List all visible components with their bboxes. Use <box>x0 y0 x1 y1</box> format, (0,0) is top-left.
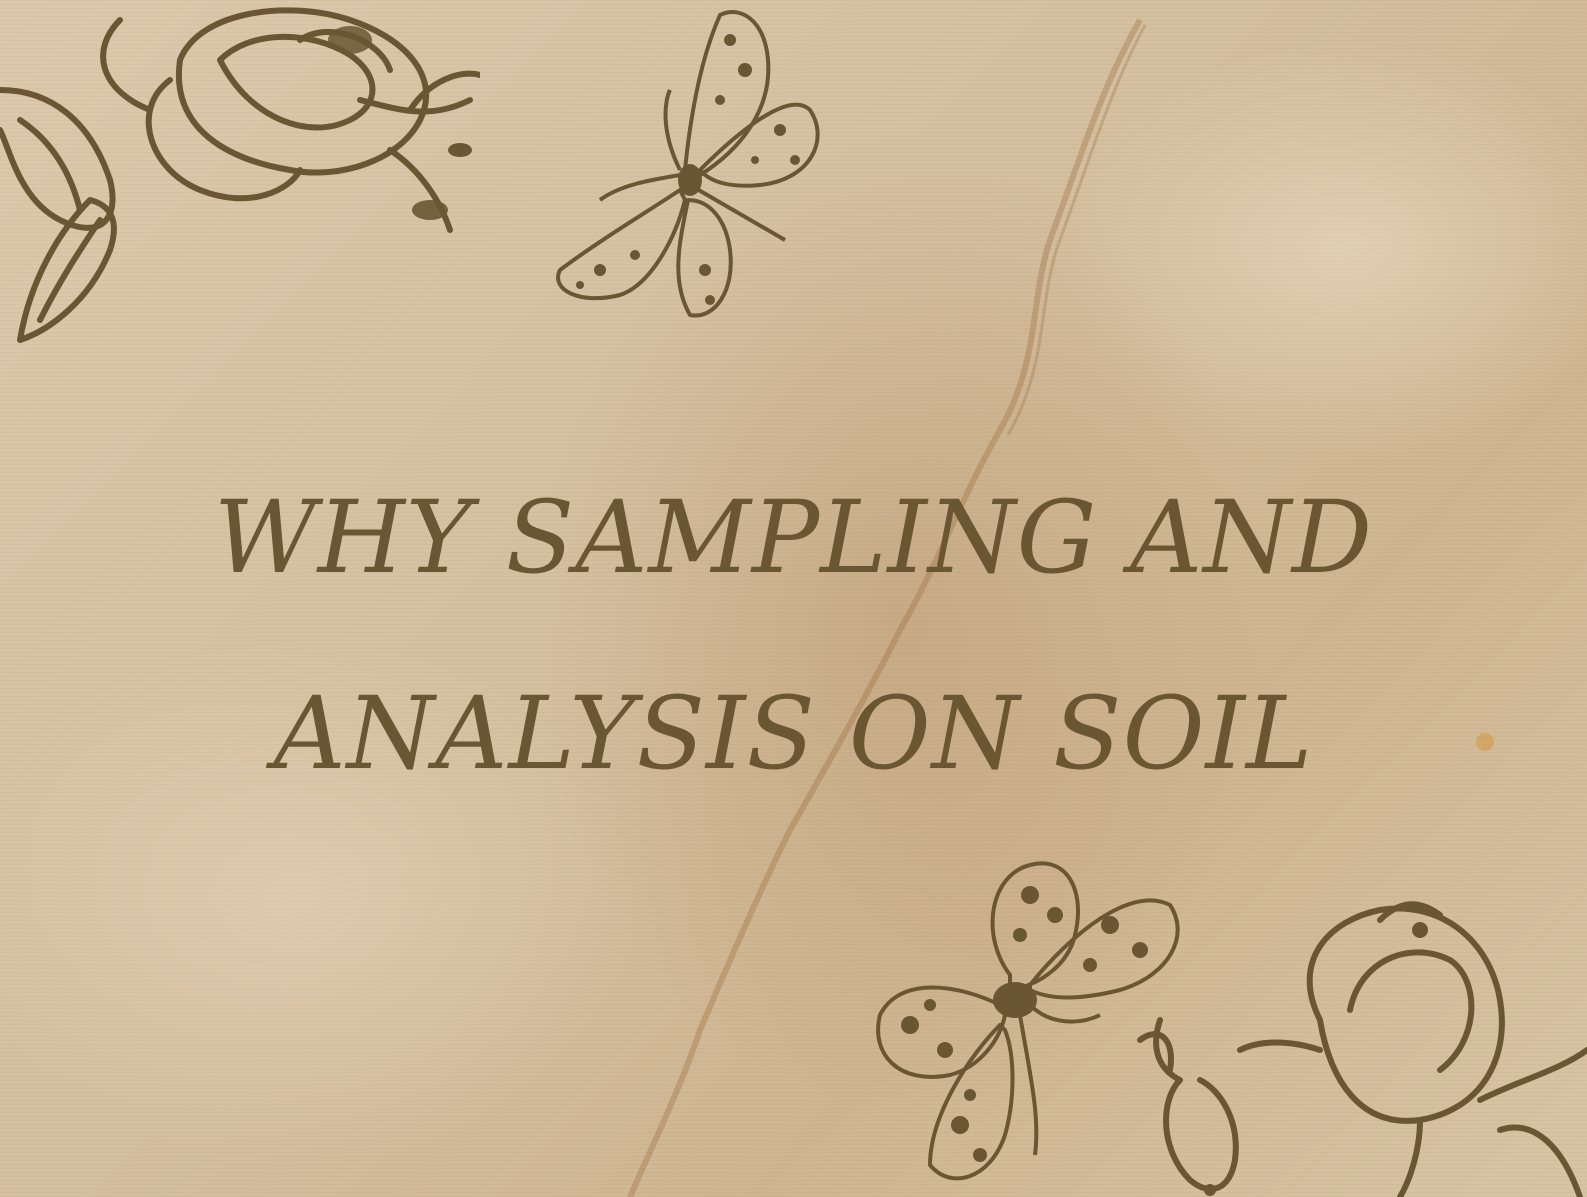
page-title: WHY SAMPLING AND ANALYSIS ON SOIL <box>0 440 1587 832</box>
butterfly-illustration <box>876 861 1180 1181</box>
flower-bud-illustration <box>1137 901 1587 1197</box>
title-line-1: WHY SAMPLING AND <box>213 479 1374 596</box>
rose-illustration <box>0 7 480 343</box>
title-line-2: ANALYSIS ON SOIL <box>273 675 1314 792</box>
moth-illustration <box>556 10 820 318</box>
